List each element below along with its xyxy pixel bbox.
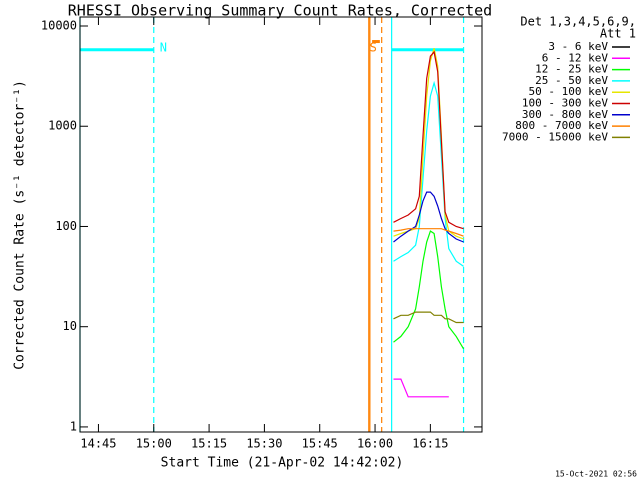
legend-label: 7000 - 15000 keV bbox=[502, 130, 608, 143]
y-tick-label: 1000 bbox=[48, 119, 77, 133]
y-tick-label: 100 bbox=[55, 219, 77, 233]
y-axis-label: Corrected Count Rate (s⁻¹ detector⁻¹) bbox=[13, 80, 28, 370]
legend-label: 100 - 300 keV bbox=[522, 97, 608, 110]
plot-frame bbox=[79, 16, 483, 433]
x-tick-label: 16:15 bbox=[412, 437, 448, 451]
x-tick-label: 14:45 bbox=[80, 437, 116, 451]
series-line bbox=[393, 80, 464, 267]
series-line bbox=[393, 378, 449, 398]
series-line bbox=[393, 50, 464, 230]
legend-title: Att 1 bbox=[600, 27, 636, 41]
series-line bbox=[393, 191, 464, 243]
legend-label: 300 - 800 keV bbox=[522, 108, 608, 121]
legend-label: 3 - 6 keV bbox=[548, 40, 608, 53]
legend-label: 25 - 50 keV bbox=[535, 74, 608, 87]
legend-label: 6 - 12 keV bbox=[542, 51, 609, 64]
y-tick-label: 10 bbox=[63, 319, 77, 333]
legend-title: Det 1,3,4,5,6,9, bbox=[520, 15, 636, 29]
legend-label: 50 - 100 keV bbox=[529, 85, 609, 98]
x-tick-label: 15:45 bbox=[302, 437, 338, 451]
y-tick-label: 1 bbox=[70, 419, 77, 433]
legend-label: 800 - 7000 keV bbox=[515, 119, 608, 132]
x-axis-label: Start Time (21-Apr-02 14:42:02) bbox=[161, 456, 404, 471]
footer: 15-Oct-2021 02:56 bbox=[555, 470, 637, 479]
x-tick-label: 15:00 bbox=[136, 437, 172, 451]
x-tick-label: 15:15 bbox=[191, 437, 227, 451]
marker-label: S bbox=[370, 41, 377, 55]
x-tick-label: 15:30 bbox=[246, 437, 282, 451]
marker-label: N bbox=[160, 41, 167, 55]
chart-title: RHESSI Observing Summary Count Rates, Co… bbox=[68, 2, 492, 20]
series-line bbox=[393, 228, 464, 237]
series-line bbox=[393, 230, 465, 350]
series-line bbox=[393, 311, 464, 324]
y-tick-label: 10000 bbox=[41, 19, 77, 33]
x-tick-label: 16:00 bbox=[357, 437, 393, 451]
legend-label: 12 - 25 keV bbox=[535, 63, 608, 76]
series-line bbox=[393, 48, 464, 240]
